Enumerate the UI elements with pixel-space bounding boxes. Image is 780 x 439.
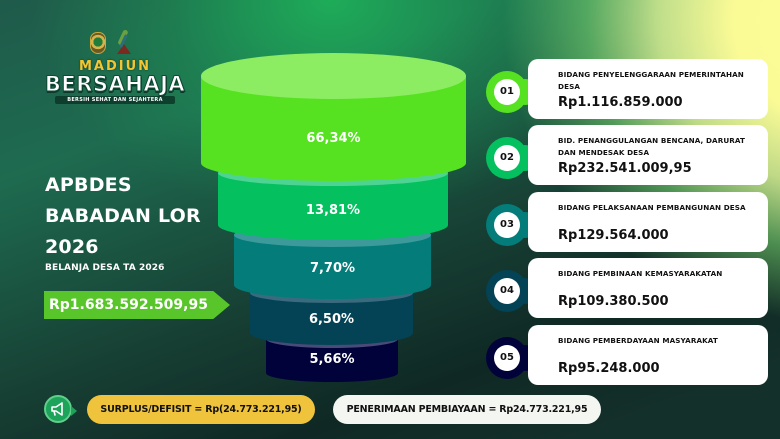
card-2-amount: Rp232.541.009,95: [558, 161, 692, 176]
megaphone-icon: [44, 395, 77, 423]
logo-text-bersahaja: BERSAHAJA: [44, 72, 186, 96]
logo-emblems: [38, 32, 186, 56]
category-card-2: 02 BID. PENANGGULANGAN BENCANA, DARURAT …: [486, 125, 768, 185]
card-5-panel: [528, 325, 768, 385]
card-5-amount: Rp95.248.000: [558, 361, 660, 376]
card-4-amount: Rp109.380.500: [558, 294, 669, 309]
funnel-tier-4: 6,50%: [250, 283, 413, 345]
funnel-tier-3-label: 7,70%: [309, 261, 356, 276]
megaphone-glyph: [51, 402, 63, 416]
subtitle: BELANJA DESA TA 2026: [45, 263, 165, 273]
page-title: APBDES BABADAN LOR 2026: [45, 170, 201, 263]
card-1-title: BIDANG PENYELENGGARAAN PEMERINTAHAN DESA: [558, 70, 744, 91]
funnel-tier-4-label: 6,50%: [308, 312, 355, 327]
total-budget-badge: Rp1.683.592.509,95: [44, 291, 230, 319]
card-1-amount: Rp1.116.859.000: [558, 95, 683, 110]
card-4-number: 04: [494, 278, 520, 304]
card-3-amount: Rp129.564.000: [558, 228, 669, 243]
card-2-title: BID. PENANGGULANGAN BENCANA, DARURAT DAN…: [558, 136, 746, 157]
funnel-tier-5-label: 5,66%: [309, 352, 355, 367]
category-card-3: 03 BIDANG PELAKSANAAN PEMBANGUNAN DESA R…: [486, 192, 768, 252]
title-line-2: BABADAN LOR: [45, 205, 201, 227]
card-3-number: 03: [494, 212, 520, 238]
card-3-panel: [528, 192, 768, 252]
madiun-bersahaja-logo: MADIUN BERSAHAJA BERSIH SEHAT DAN SEJAHT…: [44, 32, 186, 104]
penerimaan-pembiayaan-pill: PENERIMAAN PEMBIAYAAN = Rp24.773.221,95: [333, 395, 601, 424]
card-4-title: BIDANG PEMBINAAN KEMASYARAKATAN: [558, 269, 723, 278]
logo-tagline: BERSIH SEHAT DAN SEJAHTERA: [55, 96, 175, 104]
card-2-panel: [528, 125, 768, 185]
card-2-number: 02: [494, 145, 520, 171]
card-1-number: 01: [494, 79, 520, 105]
card-4-panel: [528, 258, 768, 318]
funnel-tier-1: 66,34%: [201, 53, 466, 181]
funnel-tier-1-label: 66,34%: [306, 131, 361, 146]
regency-crest-icon: [90, 32, 106, 54]
funnel-tier-2-label: 13,81%: [305, 203, 361, 218]
card-5-number: 05: [494, 345, 520, 371]
funnel-tier-2: 13,81%: [218, 160, 448, 240]
funnel-tier-3: 7,70%: [234, 223, 431, 299]
title-line-3: 2026: [45, 236, 99, 258]
card-3-title: BIDANG PELAKSANAAN PEMBANGUNAN DESA: [558, 203, 746, 212]
logo-text-madiun: MADIUN: [78, 59, 152, 74]
surplus-defisit-pill: SURPLUS/DEFISIT = Rp(24.773.221,95): [87, 395, 315, 424]
category-card-1: 01 BIDANG PENYELENGGARAAN PEMERINTAHAN D…: [486, 59, 768, 119]
dancer-mascot-icon: [114, 32, 134, 54]
title-line-1: APBDES: [45, 174, 132, 196]
funnel-tier-5: 5,66%: [266, 330, 398, 382]
category-card-4: 04 BIDANG PEMBINAAN KEMASYARAKATAN Rp109…: [486, 258, 768, 318]
category-card-5: 05 BIDANG PEMBERDAYAAN MASYARAKAT Rp95.2…: [486, 325, 768, 385]
card-5-title: BIDANG PEMBERDAYAAN MASYARAKAT: [558, 336, 718, 345]
card-1-panel: [528, 59, 768, 119]
